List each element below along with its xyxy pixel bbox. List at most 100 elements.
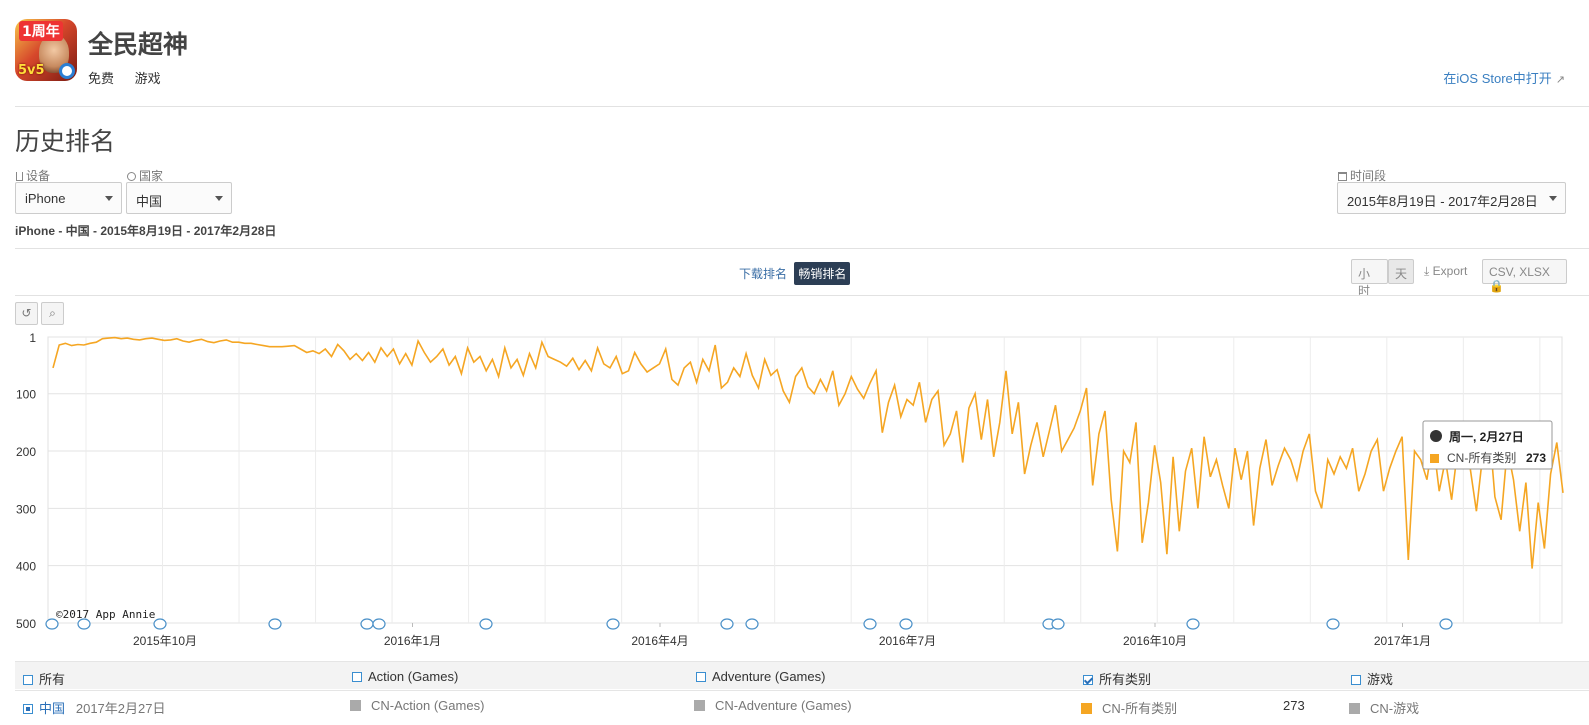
divider (15, 295, 1589, 296)
y-tick-label: 500 (16, 617, 36, 631)
divider (15, 106, 1589, 107)
legend-series-games[interactable]: CN-游戏 (1349, 698, 1419, 717)
export-button[interactable]: ⤓ Export (1424, 264, 1467, 279)
chevron-down-icon (215, 196, 223, 201)
checkbox[interactable] (352, 672, 362, 682)
x-tick-label: 2016年7月 (879, 634, 936, 648)
chart-copyright: ©2017 App Annie (56, 608, 155, 621)
x-tick-label: 2017年1月 (1374, 634, 1431, 648)
tab-downloads-rank[interactable]: 下载排名 (739, 267, 788, 281)
legend-series-overall[interactable]: CN-所有类别 (1081, 698, 1177, 717)
device-select-value: iPhone (25, 191, 66, 206)
tooltip-date: 周一, 2月27日 (1449, 430, 1524, 444)
tooltip-series-swatch (1430, 454, 1439, 463)
legend-category-overall[interactable]: 所有类别 (1083, 669, 1151, 688)
tab-grossing-rank[interactable]: 畅销排名 (794, 262, 851, 285)
event-marker-icon (479, 618, 493, 630)
device-select[interactable]: iPhone (15, 182, 122, 214)
checkbox[interactable] (696, 672, 706, 682)
event-marker-icon (77, 618, 91, 630)
legend-series-overall-value: 273 (1283, 698, 1305, 713)
checkbox[interactable] (1351, 675, 1361, 685)
y-tick-label: 400 (16, 560, 36, 574)
period-filter-label: 时间段 (1338, 167, 1386, 184)
selection-summary: iPhone - 中国 - 2015年8月19日 - 2017年2月28日 (15, 224, 277, 238)
legend-series-action[interactable]: CN-Action (Games) (350, 698, 484, 713)
plot-area (47, 336, 1563, 624)
x-tick-label: 2016年4月 (631, 634, 688, 648)
open-in-store-label: 在iOS Store中打开 (1443, 71, 1552, 86)
series-line-cn-overall (52, 336, 1564, 569)
app-icon-label-top: 1周年 (19, 21, 63, 41)
legend-series-adventure[interactable]: CN-Adventure (Games) (694, 698, 852, 713)
app-price: 免费 (88, 71, 115, 86)
legend-category-row: 所有 Action (Games) Adventure (Games) 所有类别… (15, 661, 1589, 689)
chevron-down-icon (1549, 196, 1557, 201)
app-icon: 1周年 5v5 (15, 19, 77, 81)
download-icon: ⤓ (1424, 264, 1430, 278)
metric-tabs: 下载排名 畅销排名 (735, 262, 851, 285)
x-tick-label: 2016年1月 (384, 634, 441, 648)
divider (15, 248, 1589, 249)
event-marker-icon (1439, 618, 1453, 630)
x-tick-label: 2016年10月 (1123, 634, 1187, 648)
event-marker-icon (863, 618, 877, 630)
legend-country[interactable]: 中国 2017年2月27日 (23, 698, 165, 717)
app-category: 游戏 (134, 71, 161, 86)
series-swatch (1081, 703, 1092, 714)
export-format-label: CSV, XLSX (1489, 265, 1550, 279)
app-icon-label-bottom: 5v5 (18, 63, 45, 78)
tencent-badge-icon (59, 63, 75, 79)
event-marker-icon (1186, 618, 1200, 630)
tooltip-value: 273 (1526, 451, 1546, 465)
granularity-hour-button[interactable]: 小时 (1351, 259, 1388, 298)
y-tick-label: 300 (16, 502, 36, 516)
granularity-day-button[interactable]: 天 (1388, 259, 1414, 284)
legend-series-row: 中国 2017年2月27日 CN-Action (Games) CN-Adven… (15, 690, 1589, 718)
device-icon (16, 172, 23, 181)
tooltip-box (1422, 420, 1553, 470)
event-marker-icon (745, 618, 759, 630)
zoom-in-icon: ⌕ (49, 306, 56, 320)
event-marker-icon (360, 618, 374, 630)
series-swatch (694, 700, 705, 711)
period-select[interactable]: 2015年8月19日 - 2017年2月28日 (1337, 182, 1566, 214)
period-select-value: 2015年8月19日 - 2017年2月28日 (1347, 194, 1538, 209)
globe-icon (1430, 430, 1442, 442)
x-tick-label: 2015年10月 (133, 634, 197, 648)
event-marker-icon (45, 618, 59, 630)
tooltip-series-name: CN-所有类别 (1447, 451, 1516, 465)
event-marker-icon (606, 618, 620, 630)
legend-category-games[interactable]: 游戏 (1351, 669, 1393, 688)
legend-category-all[interactable]: 所有 (23, 669, 65, 688)
country-select-value: 中国 (136, 194, 163, 209)
export-label: Export (1432, 264, 1468, 278)
series-swatch (1349, 703, 1360, 714)
device-filter-label: 设备 (16, 167, 50, 184)
undo-icon: ↺ (21, 306, 32, 320)
event-marker-icon (899, 618, 913, 630)
calendar-icon (1338, 172, 1347, 181)
y-tick-label: 200 (16, 445, 36, 459)
rank-history-chart: 1 100 200 300 400 500 2015年10月 2016年1月 2016年4月 20… (16, 331, 1564, 648)
event-marker-icon (268, 618, 282, 630)
checkbox-checked[interactable] (1083, 675, 1093, 685)
y-tick-label: 100 (16, 388, 36, 402)
reset-zoom-button[interactable]: ↺ (15, 302, 38, 325)
radio-selected[interactable] (23, 704, 33, 714)
app-title: 全民超神 (88, 30, 189, 59)
checkbox[interactable] (23, 675, 33, 685)
legend-category-action[interactable]: Action (Games) (352, 669, 458, 684)
event-marker-icon (1326, 618, 1340, 630)
legend-category-adventure[interactable]: Adventure (Games) (696, 669, 825, 684)
event-marker-icon (720, 618, 734, 630)
zoom-button[interactable]: ⌕ (41, 302, 64, 325)
export-format-button[interactable]: CSV, XLSX 🔒 (1482, 259, 1567, 293)
open-in-store-link[interactable]: 在iOS Store中打开 ↗ (1443, 68, 1565, 87)
country-select[interactable]: 中国 (126, 182, 232, 214)
lock-icon: 🔒 (1489, 279, 1504, 293)
event-marker-icon (372, 618, 386, 630)
y-tick-label: 1 (29, 331, 36, 345)
globe-icon (127, 172, 136, 181)
event-marker-icon (153, 618, 167, 630)
